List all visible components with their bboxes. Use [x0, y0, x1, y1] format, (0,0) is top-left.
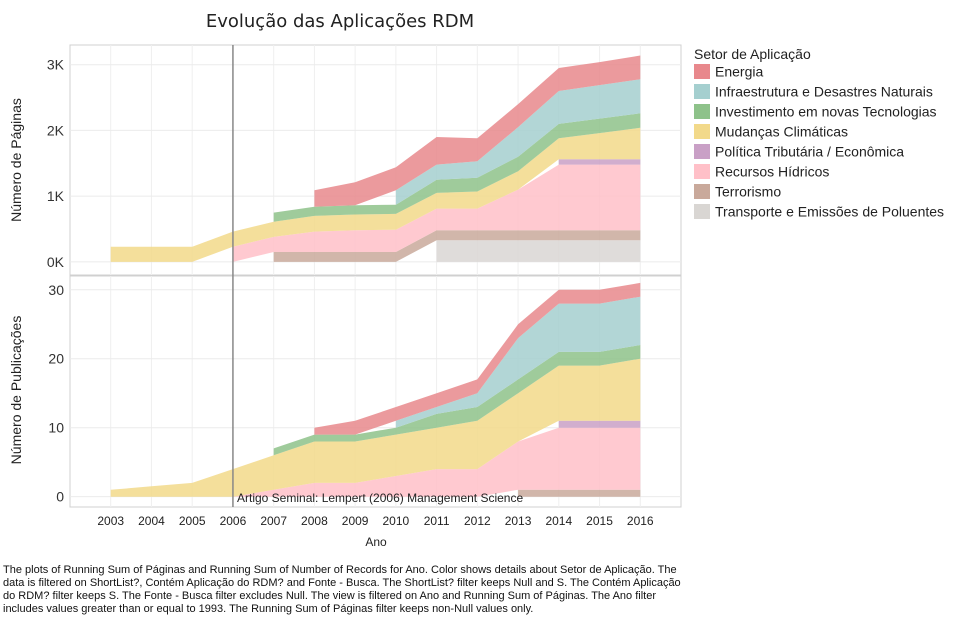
y-axis-title-pages: Número de Páginas [8, 98, 24, 222]
legend-swatch [694, 164, 710, 179]
seminal-paper-annotation: Artigo Seminal: Lempert (2006) Managemen… [237, 491, 523, 505]
x-tick-label: 2011 [424, 514, 450, 528]
legend-title: Setor de Aplicação [694, 46, 811, 62]
legend-item-label: Transporte e Emissões de Poluentes [715, 204, 944, 220]
area-recursos-hidricos [232, 427, 641, 497]
area-recursos-hidricos [232, 164, 641, 262]
legend-swatch [694, 144, 710, 159]
x-tick-label: 2008 [301, 514, 328, 528]
legend-item-label: Infraestrutura e Desastres Naturais [715, 84, 933, 100]
area-investimento-em-novas-tecnologias [273, 345, 641, 456]
y-tick-label: 2K [47, 122, 65, 138]
area-energia [314, 55, 641, 207]
legend-item-label: Energia [715, 64, 763, 80]
y-tick-label: 0 [56, 489, 64, 505]
area-terrorismo [273, 230, 641, 262]
x-axis-title: Ano [365, 535, 387, 549]
x-tick-label: 2016 [627, 514, 654, 528]
x-tick-label: 2006 [220, 514, 247, 528]
x-tick-label: 2014 [545, 514, 572, 528]
publications-panel: 0 10 20 30 [48, 275, 682, 508]
x-tick-label: 2003 [97, 514, 124, 528]
y-tick-label: 3K [47, 57, 65, 73]
x-tick-label: 2015 [586, 514, 613, 528]
pages-panel: 0K 1K 2K 3K [47, 44, 682, 276]
legend-item-label: Investimento em novas Tecnologias [715, 104, 937, 120]
x-axis-ticks: 2003 2004 2005 2006 2007 2008 2009 2010 2011 2012… [97, 514, 654, 528]
y-tick-label: 10 [48, 420, 64, 436]
x-tick-label: 2010 [383, 514, 410, 528]
area-terrorismo [518, 489, 641, 497]
y-tick-label: 30 [48, 282, 64, 298]
x-tick-label: 2012 [464, 514, 491, 528]
legend-swatch [694, 104, 710, 119]
y-tick-label: 0K [47, 254, 65, 270]
chart: Evolução das Aplicações RDM 0K 1K 2K 3K 0 10… [8, 11, 944, 549]
legend-item-label: Terrorismo [715, 184, 781, 200]
area-infraestrutura-e-desastres-naturais [395, 296, 641, 428]
area-politica-tributaria-economica [558, 420, 641, 428]
legend-item-label: Recursos Hídricos [715, 164, 829, 180]
area-mudancas-climaticas [110, 358, 641, 497]
area-investimento-em-novas-tecnologias [273, 113, 641, 222]
area-politica-tributaria-economica [558, 159, 641, 165]
x-tick-label: 2007 [260, 514, 287, 528]
legend-item-label: Mudanças Climáticas [715, 124, 848, 140]
area-infraestrutura-e-desastres-naturais [395, 79, 641, 205]
area-energia [314, 282, 641, 435]
legend-item-label: Política Tributária / Econômica [715, 144, 904, 160]
y-tick-label: 1K [47, 188, 65, 204]
x-tick-label: 2005 [179, 514, 206, 528]
x-tick-label: 2013 [505, 514, 532, 528]
area-transporte-e-emissoes-de-poluentes [436, 240, 641, 262]
legend-swatch [694, 84, 710, 99]
x-tick-label: 2004 [138, 514, 165, 528]
y-axis-title-publications: Número de Publicações [8, 316, 24, 465]
legend-swatch [694, 184, 710, 199]
x-tick-label: 2009 [342, 514, 369, 528]
legend-swatch [694, 124, 710, 139]
area-mudancas-climaticas [110, 127, 641, 262]
y-tick-label: 20 [48, 351, 64, 367]
chart-title: Evolução das Aplicações RDM [206, 11, 474, 32]
legend-swatch [694, 64, 710, 79]
legend: Setor de Aplicação Energia Infraestrutura… [694, 46, 944, 220]
chart-caption: The plots of Running Sum of Páginas and … [3, 564, 681, 615]
legend-swatch [694, 204, 710, 219]
